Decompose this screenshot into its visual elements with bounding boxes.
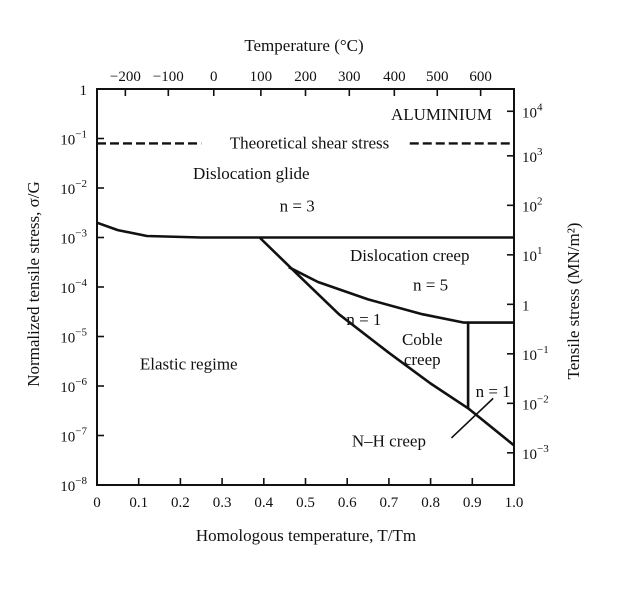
region-label: n = 1 — [476, 382, 511, 401]
top-tick-label: 500 — [426, 69, 449, 85]
boundary-coble-upper — [288, 266, 514, 324]
y-tick-mantissa: 10 — [60, 380, 75, 396]
x-axis-label-text: Homologous temperature, T/Tm — [196, 526, 416, 545]
right-tick-mantissa: 10 — [522, 150, 537, 166]
right-tick-exponent: 4 — [537, 101, 543, 113]
top-tick-label: 400 — [383, 69, 406, 85]
y-tick-exponent: −5 — [75, 327, 87, 339]
y-tick-label: 10−7 — [60, 426, 87, 446]
y-tick-label: 1 — [80, 83, 88, 99]
right-tick-mantissa: 10 — [522, 249, 537, 265]
right-tick-mantissa: 10 — [522, 348, 537, 364]
y-tick-exponent: −3 — [75, 228, 87, 240]
top-tick-label: 100 — [250, 69, 273, 85]
x-axis-label: Homologous temperature, T/Tm — [196, 526, 416, 545]
y-tick-label: 10−8 — [60, 475, 87, 495]
right-tick-mantissa: 10 — [522, 397, 537, 413]
right-tick-label: 10−3 — [522, 443, 549, 463]
y-tick-label: 10−6 — [60, 376, 87, 396]
y-tick-mantissa: 10 — [60, 430, 75, 446]
chart-title: ALUMINIUM — [391, 105, 492, 124]
region-label: n = 5 — [413, 276, 448, 295]
boundary-glide-limit — [96, 221, 514, 239]
right-tick-mantissa: 10 — [522, 105, 537, 121]
right-tick-exponent: 1 — [537, 245, 543, 257]
y-tick-label: 10−1 — [60, 129, 87, 149]
top-tick-label: 300 — [338, 69, 361, 85]
right-tick-exponent: 2 — [537, 195, 543, 207]
y-tick-mantissa: 10 — [60, 479, 75, 495]
right-tick-label: 103 — [522, 146, 543, 166]
y-tick-exponent: −6 — [75, 376, 87, 388]
y-axis-label: Normalized tensile stress, σ/G — [24, 181, 43, 387]
right-tick-mantissa: 10 — [522, 447, 537, 463]
x-tick-label: 0.1 — [129, 495, 148, 511]
y-tick-mantissa: 10 — [60, 232, 75, 248]
x-tick-label: 0.5 — [296, 495, 315, 511]
y-tick-mantissa: 10 — [60, 281, 75, 297]
y-tick-mantissa: 10 — [60, 133, 75, 149]
x-tick-label: 0.7 — [380, 495, 399, 511]
y-tick-label: 10−5 — [60, 327, 87, 347]
nh-creep-leader-line — [450, 397, 494, 439]
region-label: Dislocation glide — [193, 164, 310, 183]
right-tick-label: 10−2 — [522, 393, 549, 413]
region-label: n = 1 — [346, 310, 381, 329]
right-axis-label: Tensile stress (MN/m²) — [564, 223, 583, 380]
y-tick-mantissa: 1 — [80, 83, 88, 99]
region-label: n = 3 — [280, 196, 315, 215]
right-tick-exponent: 3 — [537, 146, 543, 158]
right-tick-exponent: −3 — [537, 443, 549, 455]
top-tick-label: 200 — [294, 69, 317, 85]
x-tick-label: 0.9 — [463, 495, 482, 511]
y-tick-mantissa: 10 — [60, 331, 75, 347]
x-tick-label: 0.4 — [254, 495, 273, 511]
right-tick-exponent: −2 — [537, 393, 549, 405]
x-tick-label: 0.3 — [213, 495, 232, 511]
top-tick-label: −100 — [153, 69, 184, 85]
y-tick-label: 10−4 — [60, 277, 87, 297]
region-label: Elastic regime — [140, 355, 238, 374]
y-tick-exponent: −4 — [75, 277, 87, 289]
right-tick-label: 10−1 — [522, 344, 549, 364]
x-tick-label: 0 — [93, 495, 101, 511]
y-tick-exponent: −1 — [75, 129, 87, 141]
region-label: N–H creep — [352, 431, 426, 450]
y-tick-label: 10−3 — [60, 228, 87, 248]
right-tick-label: 104 — [522, 101, 543, 121]
right-tick-label: 102 — [522, 195, 543, 215]
right-tick-exponent: −1 — [537, 344, 549, 356]
x-tick-label: 1.0 — [505, 495, 524, 511]
y-tick-exponent: −8 — [75, 475, 87, 487]
top-tick-label: 600 — [469, 69, 492, 85]
y-tick-label: 10−2 — [60, 178, 87, 198]
top-tick-label: −200 — [110, 69, 141, 85]
x-tick-label: 0.6 — [338, 495, 357, 511]
region-label: Coble — [402, 330, 443, 349]
top-tick-label: 0 — [210, 69, 218, 85]
top-axis-label: Temperature (°C) — [244, 36, 363, 55]
region-label: creep — [404, 350, 441, 369]
y-tick-exponent: −7 — [75, 426, 87, 438]
right-tick-label: 1 — [522, 298, 530, 314]
right-tick-label: 101 — [522, 245, 543, 265]
y-tick-mantissa: 10 — [60, 182, 75, 198]
right-tick-mantissa: 1 — [522, 298, 530, 314]
shear-stress-label: Theoretical shear stress — [230, 133, 390, 152]
x-tick-label: 0.8 — [421, 495, 440, 511]
region-label: Dislocation creep — [350, 246, 469, 265]
x-tick-label: 0.2 — [171, 495, 190, 511]
y-tick-exponent: −2 — [75, 178, 87, 190]
right-tick-mantissa: 10 — [522, 199, 537, 215]
